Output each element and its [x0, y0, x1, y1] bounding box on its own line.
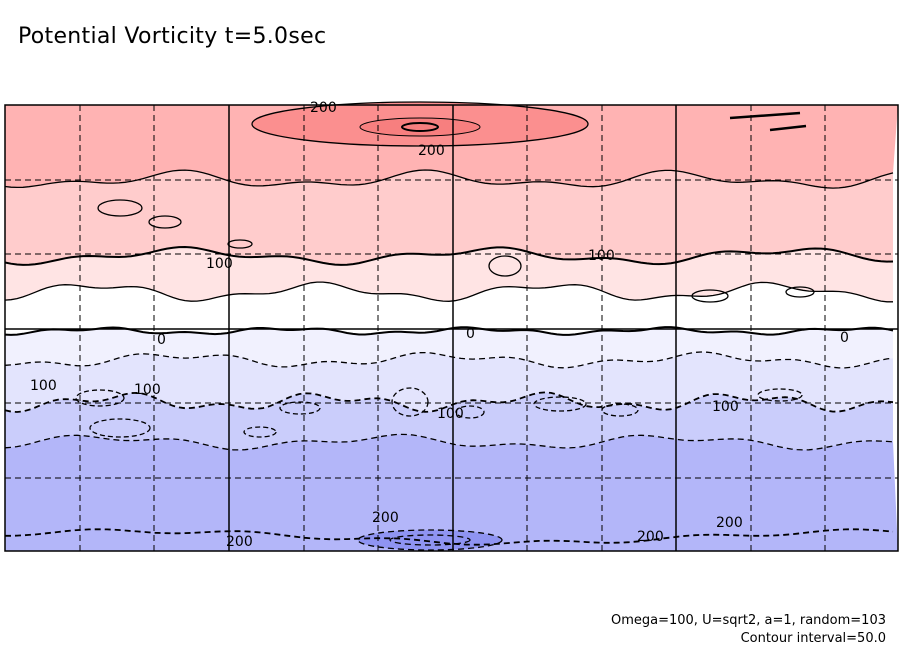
- contour-label: 200: [716, 515, 743, 531]
- contour-streak: [769, 124, 807, 132]
- contour-interval-note: Contour interval=50.0: [740, 631, 886, 646]
- contour-eddy: [601, 403, 639, 417]
- contour-eddy: [533, 396, 587, 412]
- contour-label: 100: [588, 248, 615, 264]
- pv-band-50: [5, 247, 893, 302]
- contour-eddy: [148, 215, 182, 229]
- contour-label: 100: [712, 399, 739, 415]
- contour-eddy: [97, 199, 143, 217]
- contour-eddy: [757, 388, 803, 402]
- contour-300-closed: [401, 122, 439, 132]
- contour-label: 200: [418, 143, 445, 159]
- contour-250-closed: [359, 117, 481, 137]
- contour-label: 100: [206, 256, 233, 272]
- contour-eddy: [488, 255, 522, 277]
- chart-title: Potential Vorticity t=5.0sec: [18, 24, 327, 49]
- contour-200-closed: [251, 101, 589, 147]
- contour-eddy: [227, 239, 253, 249]
- contour-streak: [729, 111, 801, 120]
- contour-label: 200: [372, 510, 399, 526]
- contour-eddy: [279, 401, 321, 415]
- contour-label: 200: [310, 100, 337, 116]
- contour-eddy: [691, 289, 729, 303]
- contour-neg100: [4, 391, 894, 413]
- contour-150: [4, 169, 894, 189]
- contour-eddy: [75, 389, 125, 407]
- contour-eddy: [243, 426, 277, 438]
- contour-label: 100: [437, 406, 464, 422]
- contour-label: 0: [157, 332, 166, 348]
- contour-label: 100: [134, 382, 161, 398]
- contour-label: 200: [637, 529, 664, 545]
- contour-label: 100: [30, 378, 57, 394]
- pv-band-100: [5, 170, 893, 265]
- contour-label: 200: [226, 534, 253, 550]
- pv-band-neg100: [5, 352, 893, 412]
- contour-50: [4, 281, 893, 303]
- parameters-note: Omega=100, U=sqrt2, a=1, random=103: [610, 613, 886, 628]
- pv-band-neg150: [5, 392, 893, 450]
- contour-label: 0: [840, 330, 849, 346]
- contour-label: 0: [466, 326, 475, 342]
- contour-eddy: [89, 418, 151, 438]
- pv-max-core: [360, 118, 480, 136]
- contour-100: [4, 245, 894, 266]
- plot-frame: [4, 104, 899, 552]
- contour-eddy: [391, 387, 429, 417]
- contour-labels: 200 200 100 100 0 0 0 100 100 100 100 200 200 200 200: [30, 100, 849, 550]
- grid-lines: [5, 105, 898, 551]
- contour-eddy: [785, 286, 815, 298]
- contour-neg250-closed: [357, 529, 503, 551]
- contour-neg300-closed: [389, 534, 471, 546]
- contour-neg200: [5, 528, 894, 546]
- contour-eddy: [455, 405, 485, 419]
- contour-bands: [5, 102, 898, 551]
